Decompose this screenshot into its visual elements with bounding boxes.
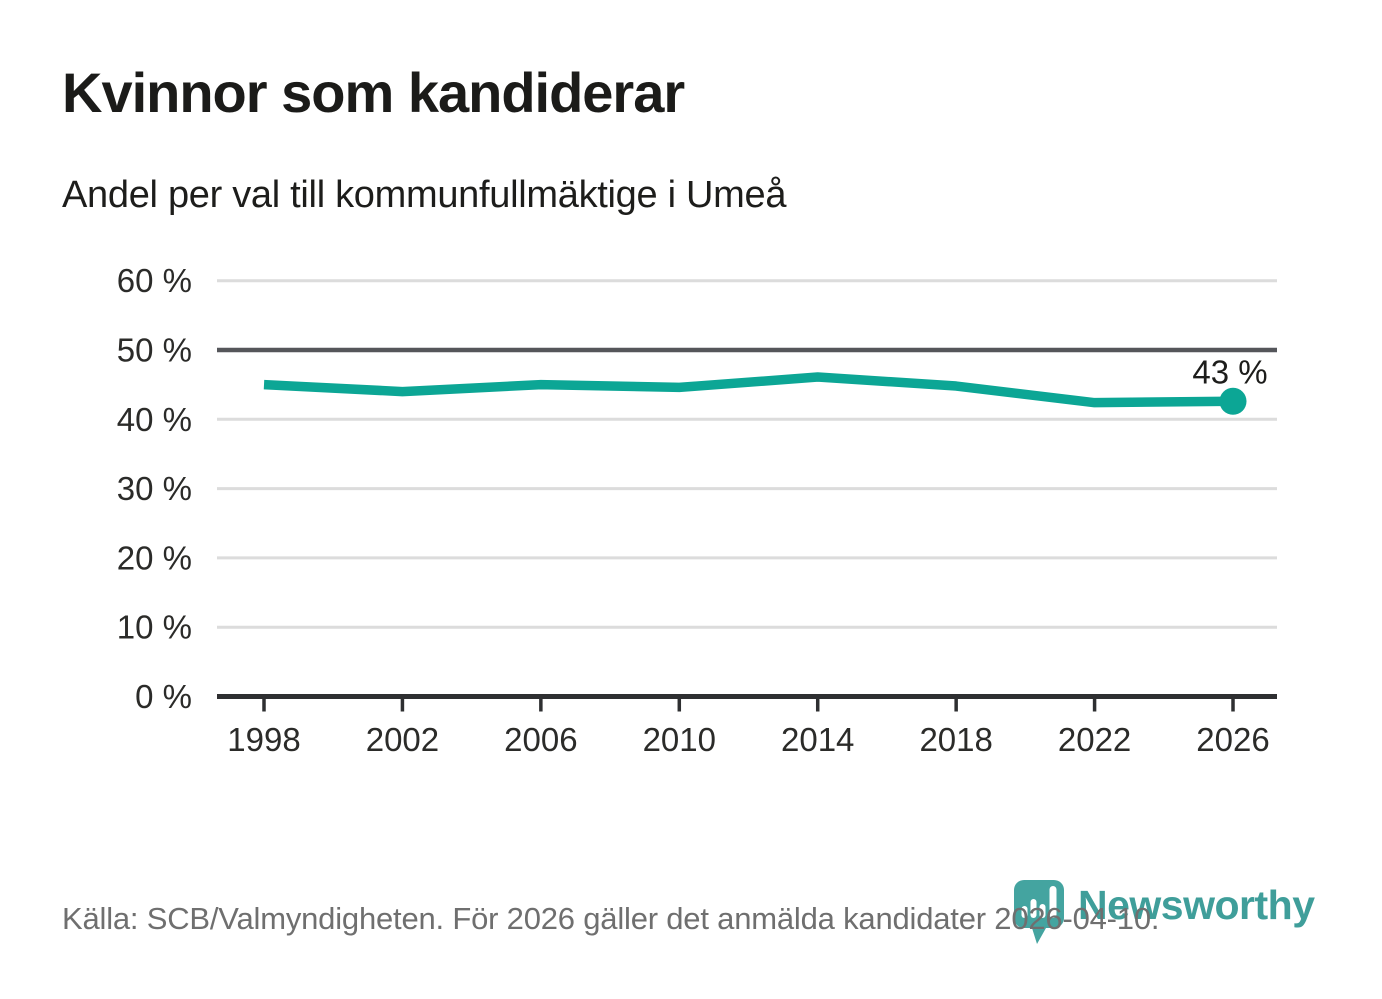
x-axis-label: 2022 [1058, 721, 1131, 758]
y-axis-label: 20 % [117, 539, 192, 576]
y-axis-label: 50 % [117, 332, 192, 369]
y-axis-label: 60 % [117, 262, 192, 299]
x-axis-label: 2014 [781, 721, 854, 758]
x-axis-label: 2002 [366, 721, 439, 758]
data-line [263, 372, 1234, 408]
end-point-marker [1219, 387, 1247, 415]
y-axis-label: 30 % [117, 470, 192, 507]
y-axis-label: 10 % [117, 609, 192, 646]
x-axis-label: 2006 [504, 721, 577, 758]
newsworthy-logo: Newsworthy [1012, 876, 1332, 956]
end-value-label: 43 % [1192, 353, 1267, 390]
source-note: Källa: SCB/Valmyndigheten. För 2026 gäll… [62, 901, 1160, 936]
newsworthy-wordmark: Newsworthy [1078, 882, 1315, 928]
y-axis-label: 0 % [135, 678, 192, 715]
x-axis-label: 1998 [227, 721, 300, 758]
x-axis-label: 2026 [1196, 721, 1269, 758]
page-title: Kvinnor som kandiderar [62, 61, 685, 124]
x-axis-label: 2018 [919, 721, 992, 758]
y-axis-label: 40 % [117, 401, 192, 438]
x-axis-label: 2010 [643, 721, 716, 758]
newsworthy-logo-icon [1014, 880, 1064, 944]
chart-subtitle: Andel per val till kommunfullmäktige i U… [62, 174, 787, 216]
